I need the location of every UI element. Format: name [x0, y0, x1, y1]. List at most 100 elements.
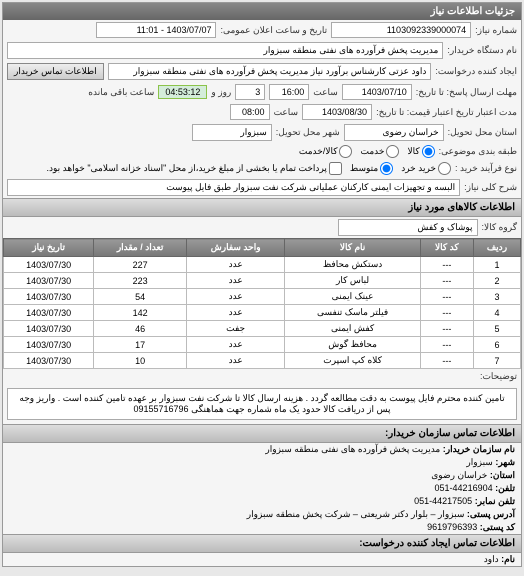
pack-label: طبقه بندی موضوعی: [439, 146, 517, 157]
pack-opt-0-label: کالا [407, 146, 419, 157]
table-cell: 142 [94, 305, 187, 321]
note-header: توضیحات: [480, 371, 517, 382]
remain-label: ساعت باقی مانده [88, 87, 154, 98]
table-header: واحد سفارش [186, 239, 284, 257]
table-cell: 1403/07/30 [4, 337, 94, 353]
proc-opt-2-label: پرداخت تمام یا بخشی از مبلغ خرید،از محل … [46, 163, 326, 174]
table-cell: 1 [473, 257, 520, 273]
pack-opt-0[interactable]: کالا [407, 145, 434, 158]
pack-opt-1[interactable]: خدمت [360, 145, 399, 158]
c-fax: 44217505-051 [414, 496, 472, 506]
table-cell: عینک ایمنی [285, 289, 420, 305]
table-cell: عدد [186, 353, 284, 369]
delivery-loc: خراسان رضوی [344, 124, 444, 141]
process-radio-group: خرید خرد متوسط پرداخت تمام یا بخشی از مب… [46, 162, 451, 175]
c-city: سبزوار [466, 457, 492, 467]
pack-opt-2-label: کالا/خدمت [299, 146, 338, 157]
table-cell: فیلتر ماسک تنفسی [285, 305, 420, 321]
time-label-1: ساعت [313, 87, 338, 98]
table-cell: 3 [473, 289, 520, 305]
table-cell: 6 [473, 337, 520, 353]
validity-label: مدت اعتبار تاریخ اعتبار قیمت: تا تاریخ: [376, 107, 517, 118]
table-header: نام کالا [285, 239, 420, 257]
note-text: تامین کننده محترم فایل پیوست به دقت مطال… [7, 388, 517, 420]
overall-label: شرح کلی نیاز: [464, 182, 517, 193]
announce-value: 1403/07/07 - 11:01 [96, 22, 216, 38]
deadline-send-time: 16:00 [269, 84, 309, 100]
table-cell: 17 [94, 337, 187, 353]
c-tel-label: تلفن: [495, 483, 515, 493]
process-label: نوع فرآیند خرید : [455, 163, 517, 174]
proc-opt-1-label: متوسط [350, 163, 378, 174]
contact-buyer-button[interactable]: اطلاعات تماس خریدار [7, 63, 104, 80]
city-value: سبزوار [192, 124, 272, 141]
creator-label: ایجاد کننده درخواست: [435, 66, 517, 77]
table-cell: عدد [186, 289, 284, 305]
contact-header: اطلاعات تماس سازمان خریدار: [3, 424, 521, 443]
c-fax-label: تلفن نمابر: [475, 496, 515, 506]
table-cell: 46 [94, 321, 187, 337]
creator-contact-header: اطلاعات تماس ایجاد کننده درخواست: [3, 534, 521, 553]
pack-radio-2[interactable] [339, 145, 352, 158]
table-row: 3---عینک ایمنیعدد541403/07/30 [4, 289, 521, 305]
deadline-send-date: 1403/07/10 [342, 84, 412, 100]
validity-date: 1403/08/30 [302, 104, 372, 120]
table-cell: 4 [473, 305, 520, 321]
table-row: 7---کلاه کپ اسپرتعدد101403/07/30 [4, 353, 521, 369]
announce-label: تاریخ و ساعت اعلان عمومی: [220, 25, 327, 36]
c-post-label: کد پستی: [480, 522, 515, 532]
cc-name-label: نام: [501, 554, 515, 564]
table-row: 4---فیلتر ماسک تنفسیعدد1421403/07/30 [4, 305, 521, 321]
proc-opt-2[interactable]: پرداخت تمام یا بخشی از مبلغ خرید،از محل … [46, 162, 341, 175]
proc-opt-0[interactable]: خرید خرد [401, 162, 451, 175]
table-cell: کلاه کپ اسپرت [285, 353, 420, 369]
pack-opt-2[interactable]: کالا/خدمت [299, 145, 353, 158]
table-row: 5---کفش ایمنیجفت461403/07/30 [4, 321, 521, 337]
deadline-send-label: مهلت ارسال پاسخ: تا تاریخ: [416, 87, 517, 98]
validity-time: 08:00 [230, 104, 270, 120]
table-cell: عدد [186, 337, 284, 353]
table-cell: 223 [94, 273, 187, 289]
table-header: کد کالا [420, 239, 473, 257]
table-cell: 1403/07/30 [4, 305, 94, 321]
table-cell: --- [420, 273, 473, 289]
proc-radio-1[interactable] [380, 162, 393, 175]
table-cell: لباس کار [285, 273, 420, 289]
org-label: نام دستگاه خریدار: [447, 45, 517, 56]
table-cell: عدد [186, 305, 284, 321]
table-cell: جفت [186, 321, 284, 337]
proc-radio-0[interactable] [438, 162, 451, 175]
org-value: مدیریت پخش فرآورده های نفتی منطقه سبزوار [7, 42, 443, 59]
c-prov: خراسان رضوی [431, 470, 487, 480]
table-cell: 1403/07/30 [4, 353, 94, 369]
table-cell: 54 [94, 289, 187, 305]
proc-check-2[interactable] [329, 162, 342, 175]
c-tel: 44216904-051 [435, 483, 493, 493]
time-label-2: ساعت [274, 107, 299, 118]
table-header: ردیف [473, 239, 520, 257]
need-number: 1103092339000074 [331, 22, 471, 38]
table-cell: عدد [186, 273, 284, 289]
pack-radio-1[interactable] [386, 145, 399, 158]
pack-radio-0[interactable] [422, 145, 435, 158]
table-cell: 7 [473, 353, 520, 369]
c-prov-label: استان: [490, 470, 515, 480]
need-number-label: شماره نیاز: [475, 25, 517, 36]
table-cell: 1403/07/30 [4, 321, 94, 337]
table-row: 1---دستکش محافظعدد2271403/07/30 [4, 257, 521, 273]
table-cell: عدد [186, 257, 284, 273]
c-org: مدیریت پخش فرآورده های نفتی منطقه سبزوار [265, 444, 440, 454]
delivery-loc-label: استان محل تحویل: [448, 127, 517, 138]
panel-title: جزئیات اطلاعات نیاز [3, 3, 521, 20]
c-addr-label: آدرس پستی: [467, 509, 515, 519]
proc-opt-1[interactable]: متوسط [350, 162, 393, 175]
c-city-label: شهر: [495, 457, 515, 467]
c-org-label: نام سازمان خریدار: [443, 444, 515, 454]
table-cell: --- [420, 257, 473, 273]
c-post: 9619796393 [427, 522, 477, 532]
table-cell: کفش ایمنی [285, 321, 420, 337]
table-cell: --- [420, 353, 473, 369]
goods-header: اطلاعات کالاهای مورد نیاز [3, 198, 521, 217]
table-cell: دستکش محافظ [285, 257, 420, 273]
creator-value: داود عزتی کارشناس برآورد نیاز مدیریت پخش… [108, 63, 432, 80]
